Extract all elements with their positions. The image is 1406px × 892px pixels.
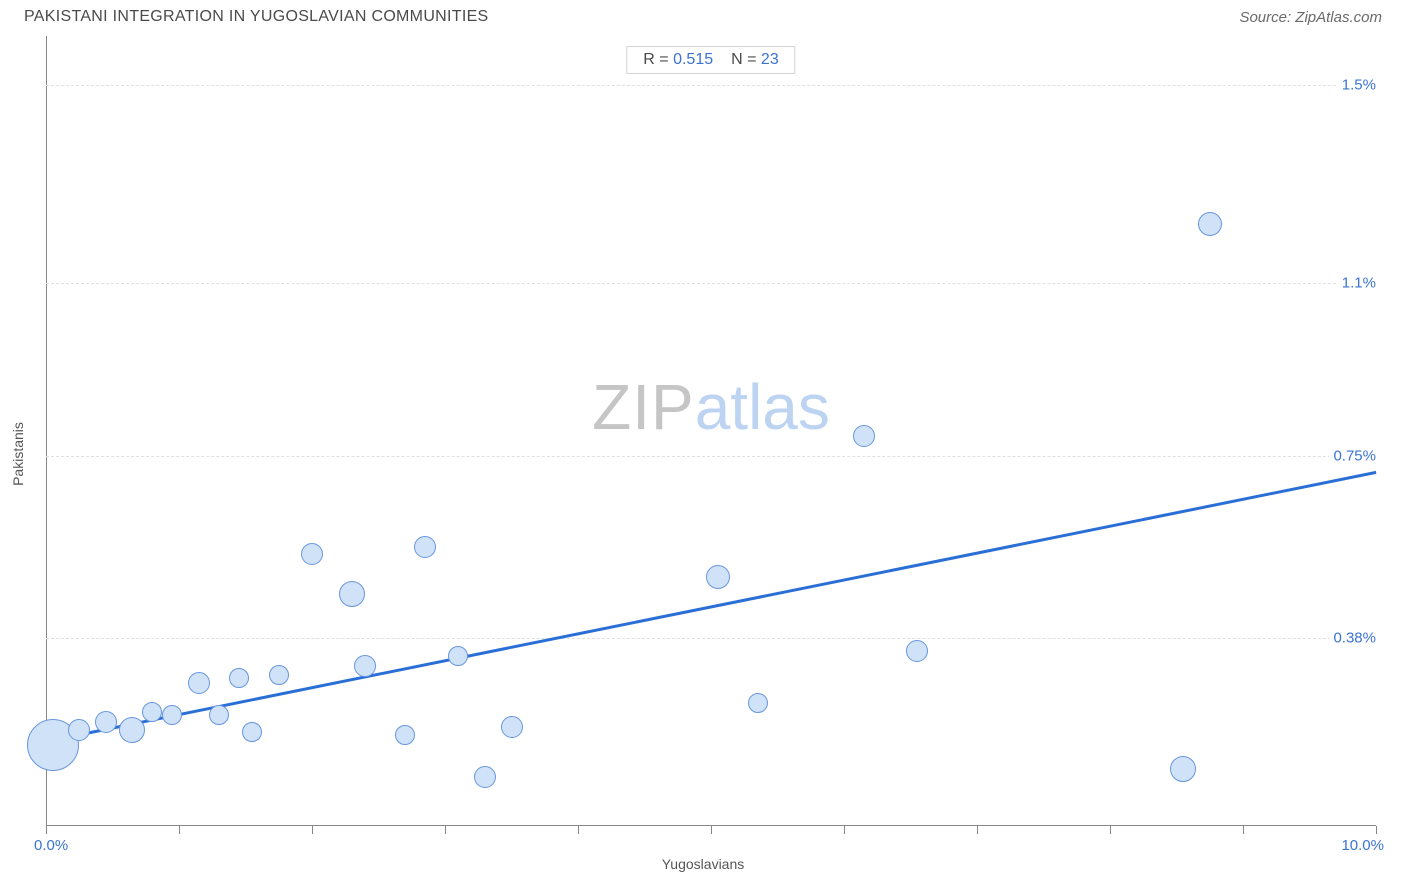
stat-n-value: 23 — [761, 51, 779, 68]
scatter-point — [188, 672, 210, 694]
stat-r-value: 0.515 — [673, 51, 713, 68]
stat-n: N = 23 — [731, 51, 779, 69]
x-tick — [844, 826, 845, 834]
x-min-label: 0.0% — [34, 837, 68, 854]
watermark-zip: ZIP — [592, 371, 695, 443]
x-tick — [578, 826, 579, 834]
header: PAKISTANI INTEGRATION IN YUGOSLAVIAN COM… — [0, 0, 1406, 30]
y-tick-label: 0.75% — [1329, 447, 1380, 464]
stat-r: R = 0.515 — [643, 51, 713, 69]
watermark: ZIPatlas — [592, 370, 830, 444]
scatter-point — [162, 705, 182, 725]
scatter-point — [209, 705, 229, 725]
chart-title: PAKISTANI INTEGRATION IN YUGOSLAVIAN COM… — [24, 8, 489, 26]
x-tick — [179, 826, 180, 834]
x-axis-label: Yugoslavians — [662, 856, 745, 872]
stat-n-label: N = — [731, 51, 756, 68]
y-tick-label: 1.1% — [1338, 274, 1380, 291]
scatter-point — [269, 665, 289, 685]
x-tick — [1243, 826, 1244, 834]
scatter-point — [853, 425, 875, 447]
scatter-point — [448, 646, 468, 666]
x-tick — [977, 826, 978, 834]
gridline — [46, 85, 1376, 86]
scatter-point — [95, 711, 117, 733]
x-tick — [445, 826, 446, 834]
scatter-point — [474, 766, 496, 788]
gridline — [46, 638, 1376, 639]
scatter-point — [1198, 212, 1222, 236]
scatter-point — [119, 717, 145, 743]
x-tick — [711, 826, 712, 834]
scatter-point — [395, 725, 415, 745]
x-tick — [312, 826, 313, 834]
chart-wrapper: Pakistanis ZIPatlas R = 0.515 N = 23 0.0… — [0, 30, 1406, 878]
scatter-point — [301, 543, 323, 565]
source-label: Source: ZipAtlas.com — [1239, 9, 1382, 26]
stats-box: R = 0.515 N = 23 — [626, 46, 795, 74]
trend-line — [46, 471, 1376, 743]
gridline — [46, 456, 1376, 457]
scatter-point — [68, 719, 90, 741]
y-tick-label: 1.5% — [1338, 77, 1380, 94]
scatter-point — [229, 668, 249, 688]
y-axis-label: Pakistanis — [10, 422, 26, 486]
y-axis-line — [46, 36, 47, 826]
scatter-point — [142, 702, 162, 722]
scatter-point — [906, 640, 928, 662]
scatter-point — [501, 716, 523, 738]
x-tick — [1376, 826, 1377, 834]
gridline — [46, 283, 1376, 284]
scatter-point — [748, 693, 768, 713]
scatter-point — [339, 581, 365, 607]
y-tick-label: 0.38% — [1329, 630, 1380, 647]
x-tick — [1110, 826, 1111, 834]
x-max-label: 10.0% — [1341, 837, 1384, 854]
scatter-point — [1170, 756, 1196, 782]
scatter-point — [414, 536, 436, 558]
plot-area: ZIPatlas R = 0.515 N = 23 0.0% 10.0% 0.3… — [46, 36, 1376, 826]
scatter-point — [242, 722, 262, 742]
scatter-point — [354, 655, 376, 677]
x-tick — [46, 826, 47, 834]
scatter-point — [706, 565, 730, 589]
watermark-atlas: atlas — [695, 371, 830, 443]
stat-r-label: R = — [643, 51, 668, 68]
